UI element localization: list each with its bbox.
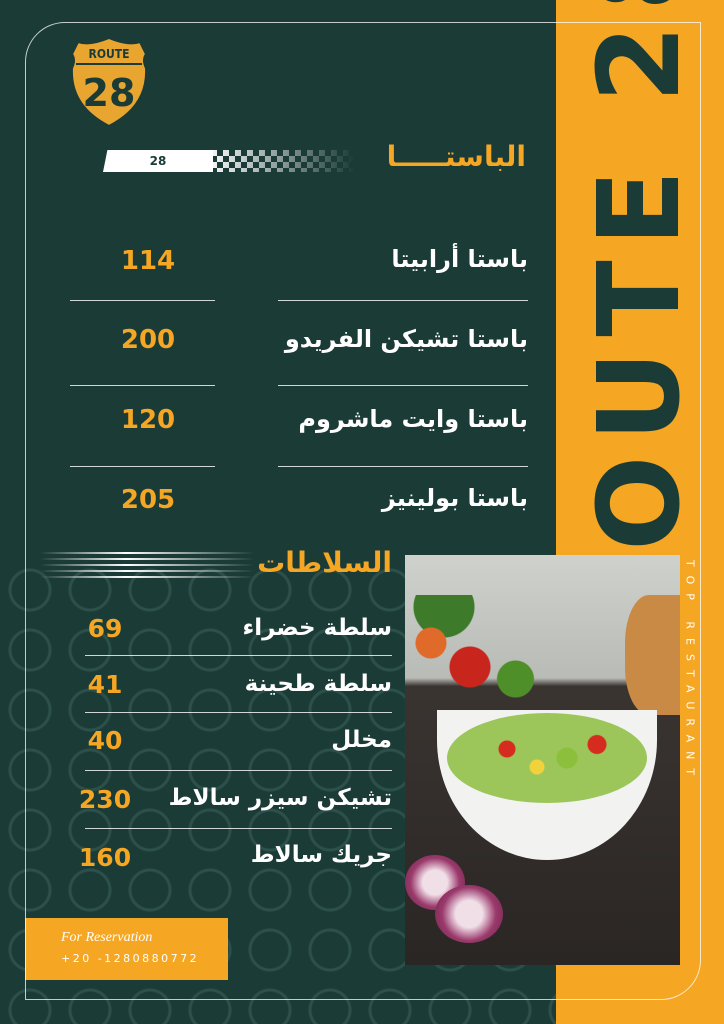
salad-image [447, 713, 647, 803]
divider [85, 828, 392, 829]
menu-item-price: 205 [120, 485, 176, 515]
divider [278, 300, 528, 301]
vertical-brand-title: ROUTE 28 [575, 0, 705, 652]
svg-text:ROUTE: ROUTE [89, 47, 130, 61]
menu-item-name: سلطة طحينة [244, 671, 392, 697]
divider [70, 385, 215, 386]
menu-item-price: 40 [87, 726, 123, 755]
divider [85, 655, 392, 656]
menu-item-price: 200 [120, 325, 176, 355]
menu-item-name: تشيكن سيزر سالاط [168, 785, 392, 811]
divider [70, 300, 215, 301]
reservation-label: For Reservation [61, 930, 153, 945]
menu-item-price: 120 [120, 405, 176, 435]
checkered-flag-banner: 28 [103, 150, 213, 172]
divider [278, 466, 528, 467]
divider [70, 466, 215, 467]
tagline: TOP RESTAURANT [683, 559, 697, 785]
menu-item-price: 114 [120, 246, 176, 276]
menu-item-name: باستا بولينيز [381, 484, 528, 512]
salad-photo [405, 555, 680, 965]
route-shield-logo: ROUTE 28 [70, 36, 148, 128]
onion-image [435, 885, 503, 943]
menu-item-name: مخلل [331, 727, 392, 753]
divider [278, 385, 528, 386]
menu-item-name: جريك سالاط [250, 842, 392, 868]
menu-item-price: 230 [78, 785, 132, 814]
divider [85, 712, 392, 713]
menu-item-price: 160 [78, 843, 132, 872]
menu-item-name: سلطة خضراء [242, 615, 392, 641]
menu-item-price: 69 [87, 614, 123, 643]
checkered-pattern [205, 150, 355, 172]
menu-item-name: باستا وايت ماشروم [298, 405, 528, 433]
divider [85, 770, 392, 771]
menu-item-name: باستا تشيكن الفريدو [284, 325, 528, 353]
menu-item-name: باستا أرابيتا [391, 245, 528, 273]
menu-item-price: 41 [87, 670, 123, 699]
vegetables-image [405, 595, 535, 715]
reservation-phone[interactable]: +20 -1280880772 [61, 952, 200, 965]
bread-image [625, 595, 680, 715]
salads-section-title: السلاطات [257, 546, 392, 579]
svg-text:28: 28 [83, 71, 136, 115]
speed-lines-decoration [40, 552, 255, 580]
reservation-box: For Reservation +20 -1280880772 [25, 918, 228, 980]
pasta-section-title: الباستـــــا [386, 140, 526, 173]
